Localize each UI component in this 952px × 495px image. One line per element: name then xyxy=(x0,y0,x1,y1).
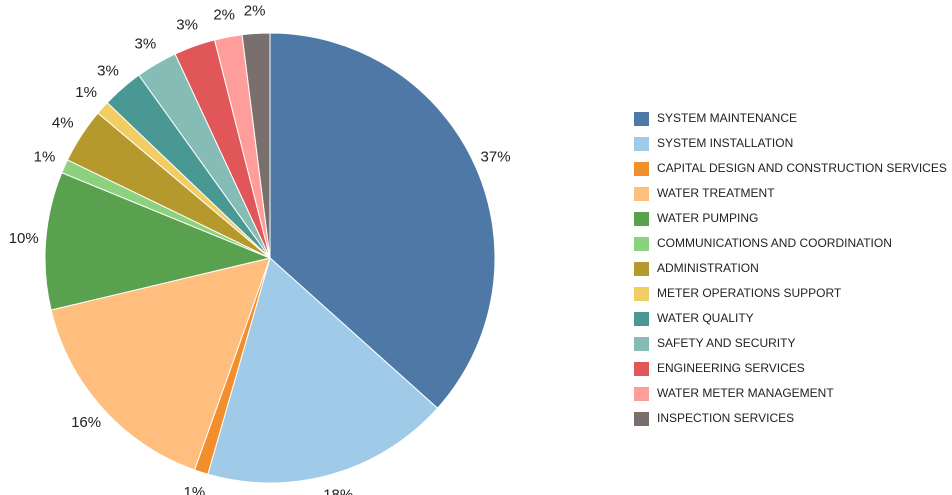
legend-swatch xyxy=(634,387,649,401)
data-label: 1% xyxy=(184,484,206,495)
legend-label: INSPECTION SERVICES xyxy=(657,411,794,425)
legend-label: CAPITAL DESIGN AND CONSTRUCTION SERVICES xyxy=(657,161,947,175)
data-label: 3% xyxy=(97,63,119,80)
data-label: 3% xyxy=(176,16,198,33)
legend-swatch xyxy=(634,412,649,426)
data-label: 18% xyxy=(323,486,353,495)
legend-swatch xyxy=(634,137,649,151)
legend-label: SYSTEM INSTALLATION xyxy=(657,136,793,150)
legend-swatch xyxy=(634,112,649,126)
legend-swatch xyxy=(634,187,649,201)
pie-slice xyxy=(44,172,272,311)
legend-label: COMMUNICATIONS AND COORDINATION xyxy=(657,236,892,250)
legend-swatch xyxy=(634,362,649,376)
legend-swatch xyxy=(634,162,649,176)
legend-label: WATER QUALITY xyxy=(657,311,754,325)
legend-swatch xyxy=(634,312,649,326)
data-label: 3% xyxy=(135,36,157,53)
data-label: 1% xyxy=(34,148,56,165)
legend-label: SYSTEM MAINTENANCE xyxy=(657,111,797,125)
data-label: 4% xyxy=(52,115,74,132)
data-label: 1% xyxy=(75,84,97,101)
data-label: 16% xyxy=(71,414,101,431)
legend-swatch xyxy=(634,262,649,276)
pie-slice xyxy=(50,257,271,471)
legend-label: ENGINEERING SERVICES xyxy=(657,361,805,375)
legend-swatch xyxy=(634,237,649,251)
pie-slice xyxy=(269,32,496,409)
legend-swatch xyxy=(634,212,649,226)
legend-swatch xyxy=(634,287,649,301)
legend-label: SAFETY AND SECURITY xyxy=(657,336,795,350)
data-label: 2% xyxy=(244,2,266,19)
legend-label: WATER PUMPING xyxy=(657,211,758,225)
pie-slice xyxy=(241,32,271,259)
legend-label: WATER METER MANAGEMENT xyxy=(657,386,834,400)
legend-swatch xyxy=(634,337,649,351)
data-label: 10% xyxy=(9,230,39,247)
data-label: 2% xyxy=(213,6,235,23)
legend-label: METER OPERATIONS SUPPORT xyxy=(657,286,842,300)
data-label: 37% xyxy=(481,148,511,165)
pie-slice xyxy=(207,257,439,484)
legend-label: ADMINISTRATION xyxy=(657,261,759,275)
legend-label: WATER TREATMENT xyxy=(657,186,775,200)
